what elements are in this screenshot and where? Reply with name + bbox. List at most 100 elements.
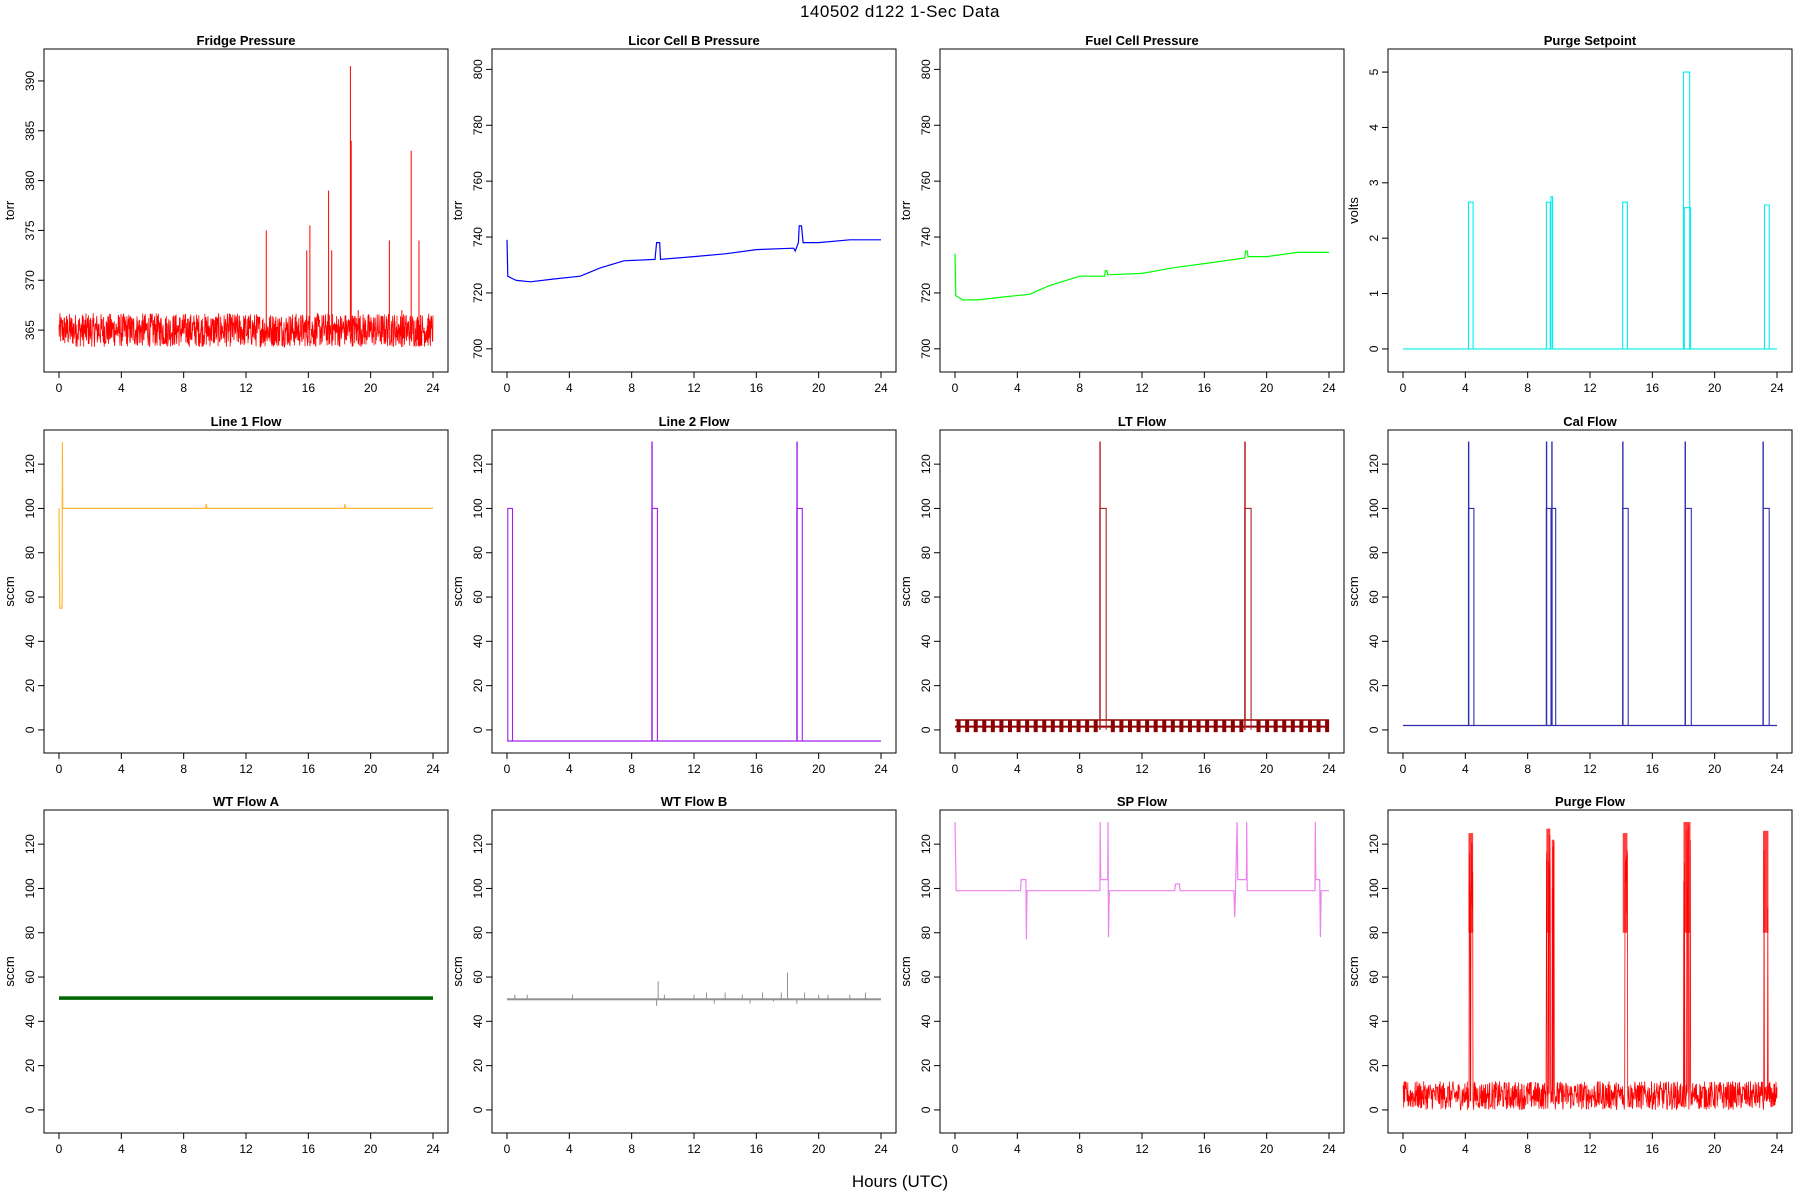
x-tick-label: 8 — [180, 1142, 187, 1156]
panel-purge-flow: Purge Flow sccm 0 4 8 12 16 20 24 0 20 40 60 80 100 120 — [1346, 794, 1793, 1156]
y-tick-label: 20 — [471, 1059, 485, 1073]
purge-pulse — [1468, 833, 1474, 933]
y-axis-label: torr — [450, 200, 465, 220]
x-tick-label: 4 — [118, 1142, 125, 1156]
plot-area — [507, 441, 881, 742]
y-tick-label: 80 — [919, 546, 933, 560]
y-tick-label: 0 — [23, 726, 37, 733]
purge-pulse — [1762, 830, 1769, 933]
x-tick-label: 20 — [812, 762, 826, 776]
series-line — [1683, 207, 1692, 349]
y-axis-label: torr — [2, 200, 17, 220]
series-line — [1467, 201, 1474, 349]
series-line — [1550, 196, 1554, 349]
y-tick-label: 20 — [1367, 679, 1381, 693]
x-tick-label: 16 — [1646, 1142, 1660, 1156]
x-tick-label: 24 — [1322, 1142, 1336, 1156]
y-tick-label: 40 — [471, 1014, 485, 1028]
x-tick-label: 4 — [118, 381, 125, 395]
series-line — [507, 507, 514, 741]
y-tick-label: 0 — [1367, 726, 1381, 733]
x-tick-label: 24 — [1322, 381, 1336, 395]
x-tick-label: 16 — [302, 762, 316, 776]
y-tick-label: 0 — [471, 726, 485, 733]
y-tick-label: 700 — [919, 338, 933, 358]
series-line — [1402, 824, 1778, 1111]
plot-area — [1403, 71, 1777, 350]
y-axis-label: volts — [1346, 197, 1361, 224]
x-tick-label: 8 — [1524, 1142, 1531, 1156]
panel-cal-flow: Cal Flow sccm 0 4 8 12 16 20 24 0 20 40 60 80 100 120 — [1346, 414, 1793, 776]
x-tick-label: 12 — [1583, 381, 1597, 395]
x-tick-label: 4 — [1014, 1142, 1021, 1156]
plot-frame — [939, 429, 1345, 754]
y-tick-label: 780 — [919, 115, 933, 135]
panel-fridge-pressure: Fridge Pressure torr 0 4 8 12 16 20 24 365 370 375 3… — [2, 33, 449, 395]
y-tick-label: 390 — [23, 71, 37, 91]
y-tick-label: 0 — [919, 726, 933, 733]
y-axis-label: sccm — [450, 576, 465, 606]
y-tick-label: 1 — [1367, 290, 1381, 297]
plot-area — [954, 821, 1329, 940]
x-tick-label: 8 — [1076, 381, 1083, 395]
x-tick-label: 4 — [1462, 762, 1469, 776]
series-line — [954, 821, 1329, 940]
y-tick-label: 20 — [23, 679, 37, 693]
y-tick-label: 20 — [919, 1059, 933, 1073]
x-tick-label: 8 — [628, 381, 635, 395]
y-tick-label: 20 — [471, 679, 485, 693]
x-tick-label: 0 — [1400, 1142, 1407, 1156]
y-tick-label: 100 — [23, 878, 37, 898]
x-tick-label: 8 — [180, 762, 187, 776]
panel-title: LT Flow — [1118, 414, 1167, 429]
x-tick-label: 12 — [1135, 381, 1149, 395]
series-line — [1763, 204, 1770, 349]
panel-licor-cell-b-pressure: Licor Cell B Pressure torr 0 4 8 12 16 20 24 700 7… — [450, 33, 897, 395]
x-tick-label: 12 — [239, 381, 253, 395]
plot-frame — [1387, 48, 1793, 373]
y-axis-label: sccm — [2, 956, 17, 986]
x-tick-label: 4 — [566, 762, 573, 776]
y-tick-label: 60 — [919, 970, 933, 984]
x-tick-label: 0 — [504, 1142, 511, 1156]
x-tick-label: 12 — [1583, 762, 1597, 776]
plot-area — [58, 65, 434, 349]
x-tick-label: 16 — [1646, 381, 1660, 395]
x-tick-label: 20 — [1260, 1142, 1274, 1156]
series-line — [1762, 507, 1770, 726]
series-band — [59, 996, 433, 1000]
series-line — [1622, 201, 1628, 349]
x-tick-label: 16 — [1646, 762, 1660, 776]
x-tick-label: 16 — [1198, 381, 1212, 395]
x-tick-label: 8 — [628, 762, 635, 776]
y-tick-label: 100 — [1367, 878, 1381, 898]
y-tick-label: 120 — [919, 834, 933, 854]
plot-area — [1402, 822, 1778, 1111]
series-line — [1099, 507, 1107, 730]
panel-title: WT Flow A — [213, 794, 280, 809]
x-tick-label: 12 — [687, 381, 701, 395]
y-tick-label: 5 — [1367, 68, 1381, 75]
x-tick-label: 20 — [1260, 381, 1274, 395]
panel-title: Licor Cell B Pressure — [628, 33, 760, 48]
y-tick-label: 80 — [471, 926, 485, 940]
x-tick-label: 16 — [302, 381, 316, 395]
panel-title: Purge Setpoint — [1544, 33, 1637, 48]
x-tick-label: 12 — [1135, 1142, 1149, 1156]
y-tick-label: 40 — [1367, 1014, 1381, 1028]
plot-area — [59, 996, 433, 1000]
x-tick-label: 8 — [1524, 762, 1531, 776]
y-axis-label: sccm — [2, 576, 17, 606]
x-tick-label: 0 — [1400, 381, 1407, 395]
x-tick-label: 24 — [874, 1142, 888, 1156]
series-line — [954, 250, 1329, 301]
y-tick-label: 780 — [471, 115, 485, 135]
y-tick-label: 20 — [1367, 1059, 1381, 1073]
y-tick-label: 120 — [919, 454, 933, 474]
x-tick-label: 12 — [239, 762, 253, 776]
y-tick-label: 720 — [919, 283, 933, 303]
x-tick-label: 12 — [1583, 1142, 1597, 1156]
y-axis-label: sccm — [1346, 956, 1361, 986]
x-tick-label: 24 — [874, 381, 888, 395]
plot-frame — [491, 429, 897, 754]
